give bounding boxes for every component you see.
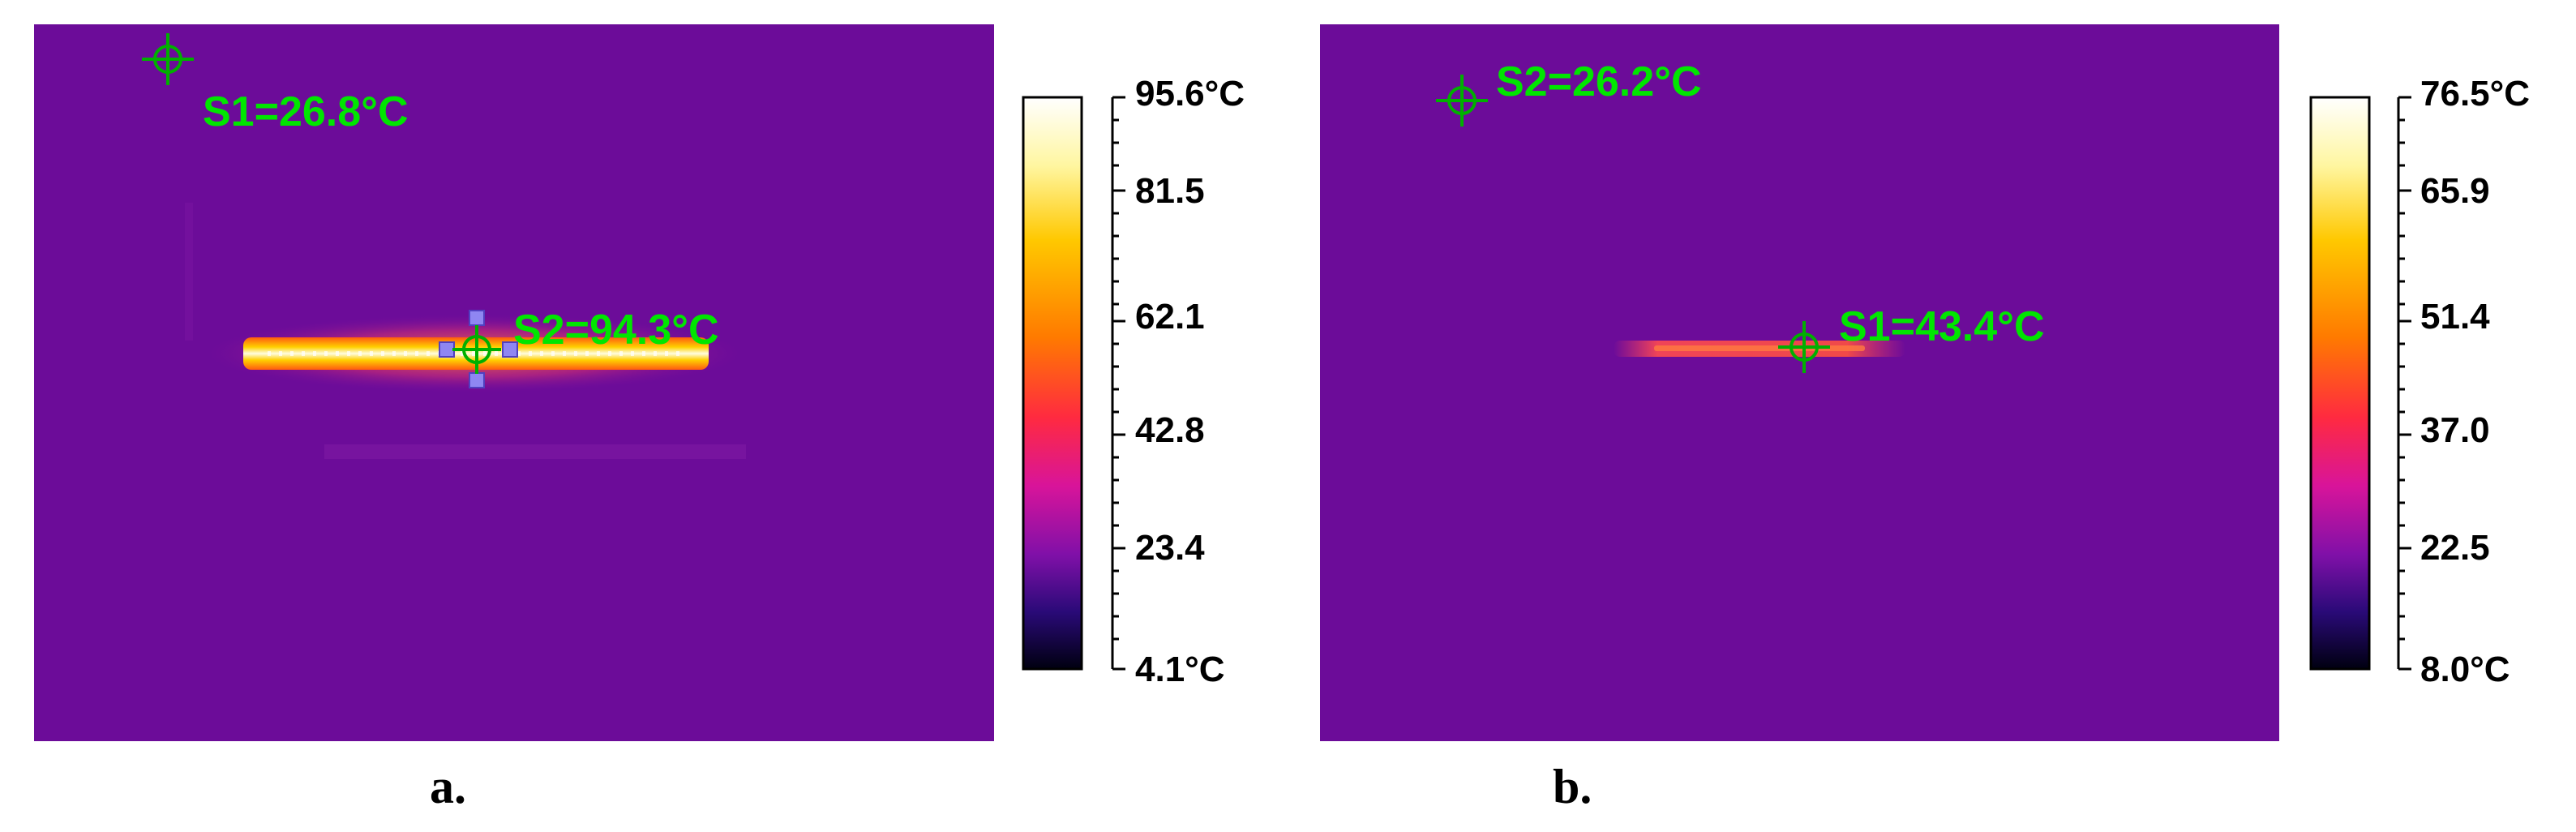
color-scale-bar-b xyxy=(2309,96,2371,671)
scale-max-b: 76.5°C xyxy=(2420,74,2530,114)
panel-label-b: b. xyxy=(1553,760,1592,813)
panel-label-a: a. xyxy=(430,760,466,813)
scale-min-a: 4.1°C xyxy=(1135,650,1225,689)
marker-label-s1-b: S1=43.4°C xyxy=(1839,303,2045,350)
scale-tick-label-a-1: 81.5 xyxy=(1135,171,1205,211)
faint-streak-a xyxy=(324,444,746,459)
thermal-image-b xyxy=(1320,24,2279,741)
color-scale-bar-a xyxy=(1022,96,1083,671)
marker-label-s2-b: S2=26.2°C xyxy=(1496,58,1702,105)
marker-label-s2-a: S2=94.3°C xyxy=(513,307,719,354)
crosshair-marker-s2-b xyxy=(1436,75,1488,127)
scale-max-a: 95.6°C xyxy=(1135,74,1245,114)
panel-a: S1=26.8°C S2=94.3°C xyxy=(34,24,1245,813)
faint-vertical-a xyxy=(185,203,193,341)
selection-handles-a xyxy=(439,310,518,388)
scale-tick-label-b-4: 22.5 xyxy=(2420,528,2490,568)
scale-tick-label-b-3: 37.0 xyxy=(2420,410,2490,450)
panel-b: S2=26.2°C S1=43.4°C 76.5°C 65.9 xyxy=(1320,24,2530,813)
scale-tick-label-b-2: 51.4 xyxy=(2420,297,2490,337)
crosshair-marker-s2-a xyxy=(452,325,501,374)
scale-tick-label-a-4: 23.4 xyxy=(1135,528,1205,568)
crosshair-marker-s1-b xyxy=(1778,321,1830,373)
warm-strip-core-b xyxy=(1654,345,1865,351)
scale-min-b: 8.0°C xyxy=(2420,650,2510,689)
scale-tick-label-b-1: 65.9 xyxy=(2420,171,2490,211)
scale-tick-label-a-3: 42.8 xyxy=(1135,410,1205,450)
scale-ticks-b xyxy=(2397,96,2411,671)
scale-tick-label-a-2: 62.1 xyxy=(1135,297,1205,337)
scale-ticks-a xyxy=(1111,96,1125,671)
marker-label-s1-a: S1=26.8°C xyxy=(203,88,409,135)
crosshair-marker-s1-a xyxy=(142,33,194,85)
